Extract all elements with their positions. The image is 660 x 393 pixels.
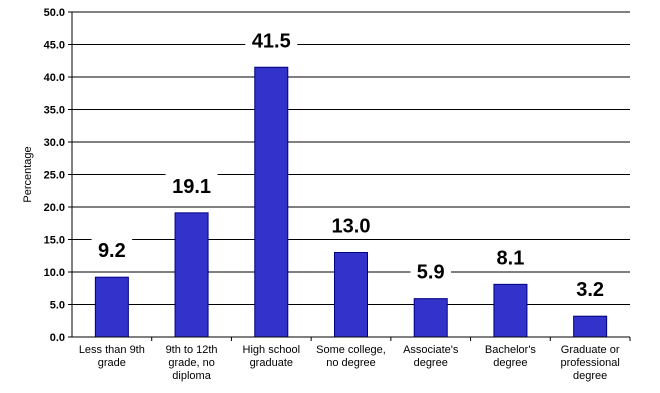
x-tick-label: High school graduate: [243, 344, 300, 369]
y-axis-ticks: 0.0 5.0 10.0 15.0 20.0 25.0 30.0 35.0 40.0 45.0 50…: [44, 7, 72, 344]
y-tick-label: 50.0: [44, 7, 65, 19]
gridlines: [72, 11, 630, 305]
bars: [94, 66, 608, 338]
data-label: 19.1: [172, 176, 211, 198]
x-axis-categories: Less than 9th grade 9th to 12th grade, no di…: [79, 337, 631, 382]
y-tick-label: 30.0: [44, 137, 65, 149]
data-label: 9.2: [98, 240, 126, 262]
x-tick-label: Graduate or professional degree: [560, 344, 619, 382]
x-tick-label: 9th to 12th grade, no diploma: [166, 344, 218, 382]
data-label-background: [91, 238, 133, 263]
data-label-background: [325, 213, 377, 238]
data-label-background: [490, 245, 531, 270]
bar: [94, 276, 129, 338]
data-label-background: [410, 259, 451, 284]
y-tick-label: 40.0: [44, 72, 65, 84]
bar: [413, 298, 448, 338]
x-tick-label: Bachelor's degree: [485, 344, 537, 369]
data-label: 41.5: [252, 30, 291, 52]
data-label: 3.2: [576, 279, 604, 301]
x-tick-label: Some college, no degree: [316, 344, 386, 369]
bar: [334, 252, 368, 338]
y-axis-label: Percentage: [22, 146, 34, 202]
y-tick-label: 0.0: [50, 332, 65, 344]
bar: [573, 315, 608, 338]
y-tick-label: 15.0: [44, 235, 65, 247]
y-tick-label: 35.0: [44, 105, 65, 117]
x-tick-label: Associate's degree: [403, 344, 459, 369]
y-tick-label: 10.0: [44, 267, 65, 279]
data-label: 8.1: [497, 247, 525, 269]
bar: [174, 212, 209, 338]
bar: [254, 66, 289, 338]
x-tick-label: Less than 9th grade: [79, 344, 145, 369]
data-label-background: [569, 277, 611, 302]
y-tick-label: 45.0: [44, 40, 65, 52]
data-labels: 9.2 19.1 41.5 13.0 5.9 8.1 3.2: [91, 28, 611, 302]
data-label: 5.9: [417, 262, 445, 284]
y-tick-label: 20.0: [44, 202, 65, 214]
data-label-background: [245, 28, 298, 53]
bar: [493, 283, 528, 338]
y-tick-label: 5.0: [50, 300, 65, 312]
data-label-background: [165, 173, 218, 198]
data-label: 13.0: [332, 216, 371, 238]
y-tick-label: 25.0: [44, 170, 65, 182]
